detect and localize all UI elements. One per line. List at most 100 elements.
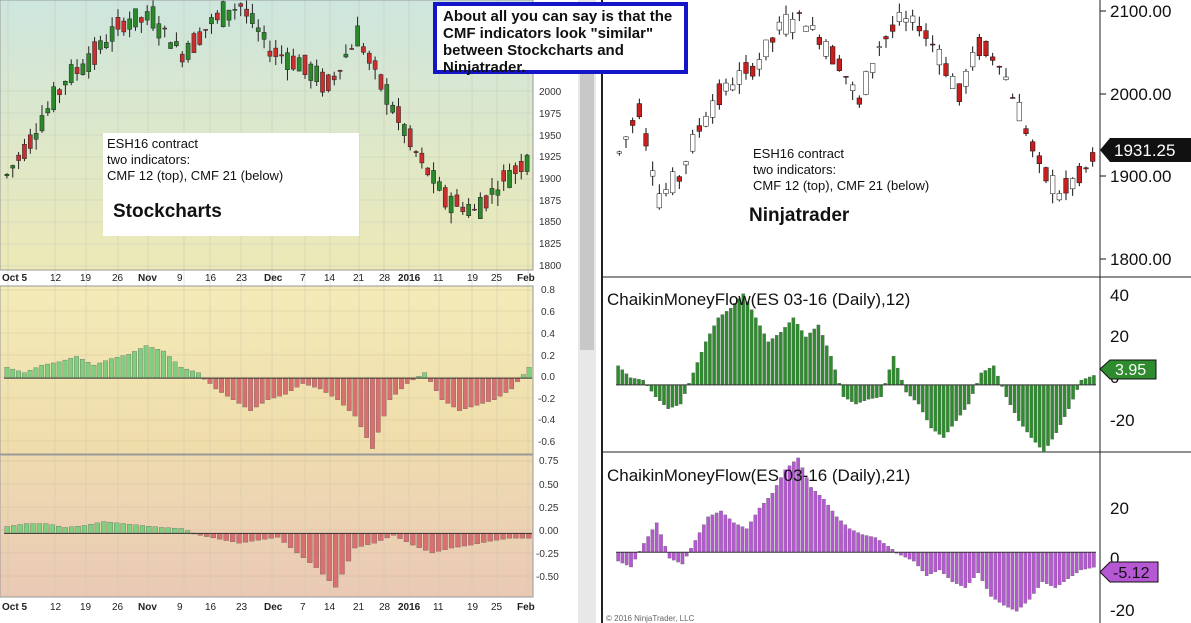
nt-info-line: two indicators: xyxy=(753,162,837,177)
cmf-bar xyxy=(979,372,983,386)
cmf-bar xyxy=(1014,552,1019,612)
cmf-bar xyxy=(804,477,809,553)
candle-body xyxy=(396,106,401,123)
cmf-bar xyxy=(616,365,620,386)
cmf-bar xyxy=(217,533,223,540)
sc-cmf12-tick: -0.6 xyxy=(538,437,556,448)
cmf-bar xyxy=(712,325,716,386)
candle-body xyxy=(696,125,702,132)
cmf-bar xyxy=(987,367,992,386)
cmf-bar xyxy=(268,533,274,539)
cmf-bar xyxy=(213,377,219,390)
cmf-bar xyxy=(333,533,339,588)
cmf-bar xyxy=(653,384,658,398)
cmf-bar xyxy=(493,533,500,541)
candle-body xyxy=(209,17,214,25)
cmf-bar xyxy=(16,370,21,379)
cmf-bar xyxy=(219,377,224,393)
sc-date-label: Oct 5 xyxy=(2,602,27,613)
candle-body xyxy=(22,143,27,159)
cmf-bar xyxy=(1004,384,1008,398)
cmf-bar xyxy=(666,384,670,409)
sc-cmf12-tick: 0.8 xyxy=(541,285,555,296)
cmf-bar xyxy=(723,514,728,553)
cmf-bar xyxy=(662,384,666,406)
cmf-bar xyxy=(992,365,996,386)
candle-body xyxy=(279,54,284,57)
sc-date-label: 12 xyxy=(50,273,62,284)
candle-body xyxy=(366,52,372,64)
candle-body xyxy=(68,64,74,83)
cmf-bar xyxy=(633,378,637,386)
candle-body xyxy=(437,181,442,191)
cmf-bar xyxy=(1087,552,1092,569)
cmf-bar xyxy=(397,533,403,539)
scrollbar-thumb[interactable] xyxy=(580,30,594,350)
sc-price-tick: 1800 xyxy=(539,261,562,272)
cmf-bar xyxy=(912,384,917,401)
candle-body xyxy=(956,83,962,102)
sc-price-tick: 1975 xyxy=(539,109,562,120)
cmf-bar xyxy=(774,335,779,386)
sc-date-label: 16 xyxy=(205,273,217,284)
sc-date-label: 23 xyxy=(236,273,248,284)
candle-body xyxy=(483,195,489,209)
candle-body xyxy=(203,29,208,31)
nt-cmf12-title: ChaikinMoneyFlow(ES 03-16 (Daily),12) xyxy=(607,290,910,309)
cmf-bar xyxy=(633,552,638,560)
sc-date-axis-top: Oct 5 12 19 26 Nov 9 16 23 Dec 7 14 21 2… xyxy=(2,273,535,284)
nt-info-line: ESH16 contract xyxy=(753,146,845,161)
candle-body xyxy=(1030,141,1036,152)
cmf-bar xyxy=(74,356,79,379)
cmf-bar xyxy=(68,358,74,379)
nt-copyright: © 2016 NinjaTrader, LLC xyxy=(606,614,695,623)
candle-body xyxy=(890,24,896,32)
cmf-bar xyxy=(817,495,822,553)
cmf-bar xyxy=(766,498,770,553)
cmf-bar xyxy=(1036,552,1040,588)
cmf-bar xyxy=(658,384,662,402)
cmf-bar xyxy=(242,377,248,408)
candle-body xyxy=(1090,152,1096,162)
cmf-bar xyxy=(843,524,848,553)
candle-body xyxy=(1016,102,1022,122)
cmf-bar xyxy=(757,507,762,553)
candle-body xyxy=(756,59,762,70)
candle-body xyxy=(238,3,243,7)
candle-body xyxy=(903,18,909,23)
cmf-bar xyxy=(659,534,663,553)
cmf-bar xyxy=(371,533,377,544)
cmf-bar xyxy=(513,533,519,539)
cmf-bar xyxy=(49,524,55,534)
candle-body xyxy=(495,189,501,196)
cmf-bar xyxy=(963,552,968,588)
cmf-bar xyxy=(1044,552,1049,584)
sc-date-axis-bottom: Oct 5 12 19 26 Nov 9 16 23 Dec 7 14 21 2… xyxy=(2,602,535,613)
cmf-bar xyxy=(91,364,97,379)
cmf-bar xyxy=(925,384,929,421)
cmf-bar xyxy=(139,525,146,534)
cmf-bar xyxy=(708,333,712,386)
candle-body xyxy=(630,120,636,126)
sc-cmf12-tick: 0.6 xyxy=(541,307,555,318)
cmf-bar xyxy=(255,533,261,541)
candle-body xyxy=(703,116,709,127)
candle-body xyxy=(291,55,296,70)
cmf-bar xyxy=(702,524,706,553)
cmf-bar xyxy=(114,357,120,379)
cmf-bar xyxy=(1071,384,1075,400)
cmf-bar xyxy=(875,384,879,398)
cmf-bar xyxy=(178,367,184,379)
sc-cmf12-tick: 0.2 xyxy=(541,351,555,362)
cmf-bar xyxy=(937,552,942,571)
sc-date-label: Feb xyxy=(517,602,535,613)
cmf-bar xyxy=(451,377,457,408)
cmf-bar xyxy=(152,526,158,534)
candle-body xyxy=(98,40,103,50)
cmf-bar xyxy=(774,485,779,553)
cmf-bar xyxy=(448,533,455,549)
candle-body xyxy=(1003,76,1009,80)
cmf-bar xyxy=(281,533,287,543)
candle-body xyxy=(472,208,477,211)
nt-background xyxy=(596,0,1191,623)
